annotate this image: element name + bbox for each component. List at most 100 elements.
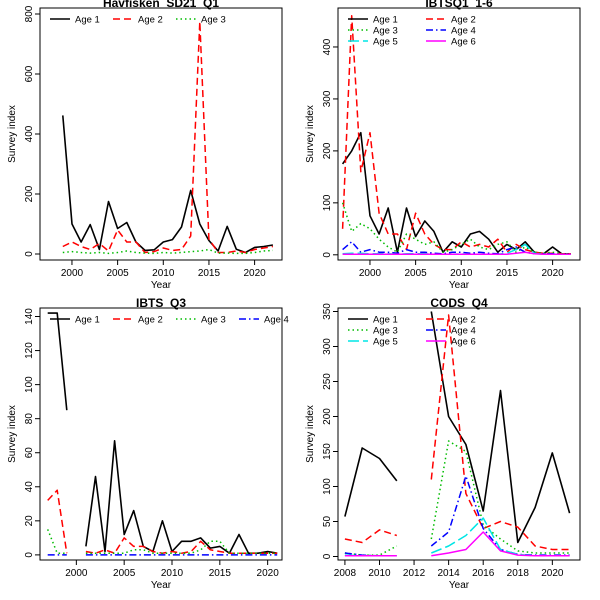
y-tick-label: 50 — [322, 516, 333, 528]
x-axis-label: Year — [449, 580, 470, 591]
x-tick-label: 2020 — [257, 568, 280, 579]
chart-panel-2: IBTSQ1_1-6 2000 2005 2010 2015 2020 0 100 200 300… — [305, 0, 581, 291]
legend-entry: Age 1 — [373, 315, 398, 326]
chart-title: IBTS_Q3 — [136, 296, 186, 310]
legend-entry: Age 5 — [373, 37, 398, 48]
chart-title: Havfisken_SD21_Q1 — [103, 0, 219, 10]
y-tick-label: 60 — [24, 447, 35, 459]
x-tick-label: 2010 — [161, 568, 184, 579]
chart-panel-3: IBTS_Q3 2000 2005 2010 2015 2020 0 20 40 60 80 100 1… — [7, 296, 289, 591]
y-tick-label: 100 — [322, 478, 333, 495]
series-line-age-2 — [47, 489, 278, 554]
series-line-age-3 — [62, 248, 273, 255]
y-tick-label: 200 — [322, 142, 333, 159]
series-line-age-1 — [344, 311, 571, 544]
plot-frame — [39, 7, 283, 261]
plot-frame — [337, 7, 581, 261]
x-axis-label: Year — [449, 280, 470, 291]
chart-panel-4: CODS_Q4 2008 2010 2012 2014 2016 2018 2020 0 50 10… — [305, 296, 581, 591]
x-tick-label: 2015 — [209, 568, 232, 579]
x-axis-label: Year — [151, 280, 172, 291]
x-tick-label: 2018 — [507, 568, 530, 579]
legend-entry: Age 3 — [201, 315, 226, 326]
legend-entry: Age 1 — [75, 15, 100, 26]
x-tick-label: 2010 — [450, 268, 473, 279]
x-tick-label: 2005 — [106, 268, 129, 279]
series-line-age-6 — [342, 251, 571, 256]
y-tick-label: 100 — [322, 194, 333, 211]
chart-title: IBTSQ1_1-6 — [425, 0, 493, 10]
y-tick-label: 600 — [24, 65, 35, 82]
legend-entry: Age 2 — [138, 15, 163, 26]
series-line-age-4 — [344, 475, 570, 557]
x-tick-label: 2014 — [438, 568, 461, 579]
x-tick-label: 2020 — [541, 568, 564, 579]
y-axis-label: Survey index — [7, 405, 18, 463]
x-tick-label: 2016 — [472, 568, 495, 579]
y-axis-label: Survey index — [305, 105, 316, 163]
y-tick-label: 0 — [322, 252, 333, 258]
chart-panel-1: Havfisken_SD21_Q1 2000 2005 2010 2015 2020 0 20… — [7, 0, 283, 291]
x-tick-label: 2005 — [113, 568, 136, 579]
x-tick-label: 2010 — [152, 268, 175, 279]
legend-entry: Age 4 — [264, 315, 289, 326]
y-tick-label: 150 — [322, 443, 333, 460]
legend-entry: Age 6 — [451, 37, 476, 48]
x-tick-label: 2008 — [334, 568, 357, 579]
plot-frame — [39, 307, 283, 561]
series-line-age-2 — [344, 314, 570, 551]
series-line-age-2 — [341, 15, 571, 255]
x-tick-label: 2020 — [243, 268, 266, 279]
y-tick-label: 400 — [24, 125, 35, 142]
x-tick-label: 2000 — [359, 268, 382, 279]
y-tick-label: 140 — [24, 308, 35, 325]
legend-entry: Age 2 — [451, 15, 476, 26]
y-tick-label: 800 — [24, 5, 35, 22]
y-tick-label: 40 — [24, 481, 35, 493]
x-tick-label: 2015 — [496, 268, 519, 279]
legend-entry: Age 5 — [373, 337, 398, 348]
y-tick-label: 350 — [322, 303, 333, 320]
series-line-age-2 — [62, 20, 274, 254]
legend-entry: Age 3 — [373, 326, 398, 337]
x-tick-label: 2020 — [541, 268, 564, 279]
legend-entry: Age 2 — [138, 315, 163, 326]
y-tick-label: 0 — [24, 251, 35, 257]
plot-frame — [337, 307, 581, 561]
legend-entry: Age 6 — [451, 337, 476, 348]
x-tick-label: 2005 — [404, 268, 427, 279]
chart-title: CODS_Q4 — [430, 296, 488, 310]
x-axis-label: Year — [151, 580, 172, 591]
series-line-age-4 — [342, 241, 571, 256]
legend-entry: Age 1 — [75, 315, 100, 326]
y-tick-label: 0 — [24, 552, 35, 558]
series-line-age-5 — [344, 517, 570, 557]
legend-entry: Age 4 — [451, 326, 476, 337]
series-line-age-1 — [341, 131, 571, 255]
y-tick-label: 120 — [24, 342, 35, 359]
legend-entry: Age 3 — [373, 26, 398, 37]
y-tick-label: 200 — [24, 185, 35, 202]
legend-entry: Age 4 — [451, 26, 476, 37]
y-tick-label: 20 — [24, 515, 35, 527]
series-line-age-6 — [344, 531, 570, 557]
y-tick-label: 300 — [322, 90, 333, 107]
series-line-age-3 — [47, 529, 278, 554]
x-tick-label: 2015 — [198, 268, 221, 279]
x-tick-label: 2010 — [368, 568, 391, 579]
y-tick-label: 80 — [24, 413, 35, 425]
x-tick-label: 2000 — [65, 568, 88, 579]
series-line-age-3 — [341, 202, 571, 255]
y-tick-label: 200 — [322, 408, 333, 425]
legend-entry: Age 2 — [451, 315, 476, 326]
y-tick-label: 250 — [322, 373, 333, 390]
y-tick-label: 300 — [322, 338, 333, 355]
series-line-age-1 — [47, 312, 278, 554]
y-tick-label: 400 — [322, 38, 333, 55]
y-axis-label: Survey index — [305, 405, 316, 463]
series-line-age-1 — [62, 115, 274, 254]
x-tick-label: 2012 — [403, 568, 426, 579]
y-tick-label: 100 — [24, 376, 35, 393]
legend-entry: Age 3 — [201, 15, 226, 26]
